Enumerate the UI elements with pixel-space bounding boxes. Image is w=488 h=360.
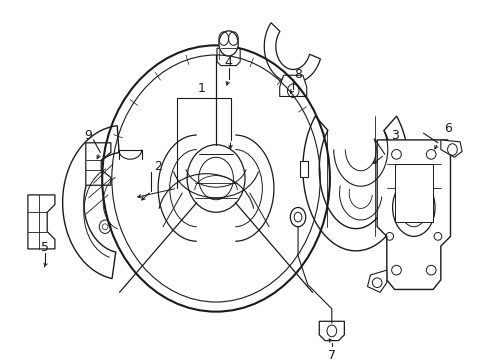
Text: 1: 1 — [197, 82, 205, 95]
Polygon shape — [302, 116, 408, 251]
Polygon shape — [319, 321, 344, 341]
Polygon shape — [217, 48, 240, 66]
Text: 6: 6 — [443, 122, 450, 135]
Polygon shape — [367, 270, 386, 292]
Text: 9: 9 — [83, 129, 91, 141]
Text: 3: 3 — [390, 129, 398, 141]
Polygon shape — [85, 143, 111, 185]
Polygon shape — [62, 126, 119, 279]
Polygon shape — [28, 195, 55, 249]
Text: 7: 7 — [327, 348, 335, 360]
Text: 2: 2 — [154, 161, 162, 174]
Polygon shape — [264, 23, 320, 83]
Text: 8: 8 — [293, 68, 302, 81]
Text: 5: 5 — [41, 242, 49, 255]
Polygon shape — [376, 140, 449, 289]
Text: 4: 4 — [224, 56, 232, 69]
Ellipse shape — [219, 31, 238, 56]
Ellipse shape — [290, 207, 305, 227]
Polygon shape — [299, 161, 307, 176]
Polygon shape — [394, 164, 432, 222]
Polygon shape — [279, 75, 306, 96]
Polygon shape — [440, 140, 461, 157]
